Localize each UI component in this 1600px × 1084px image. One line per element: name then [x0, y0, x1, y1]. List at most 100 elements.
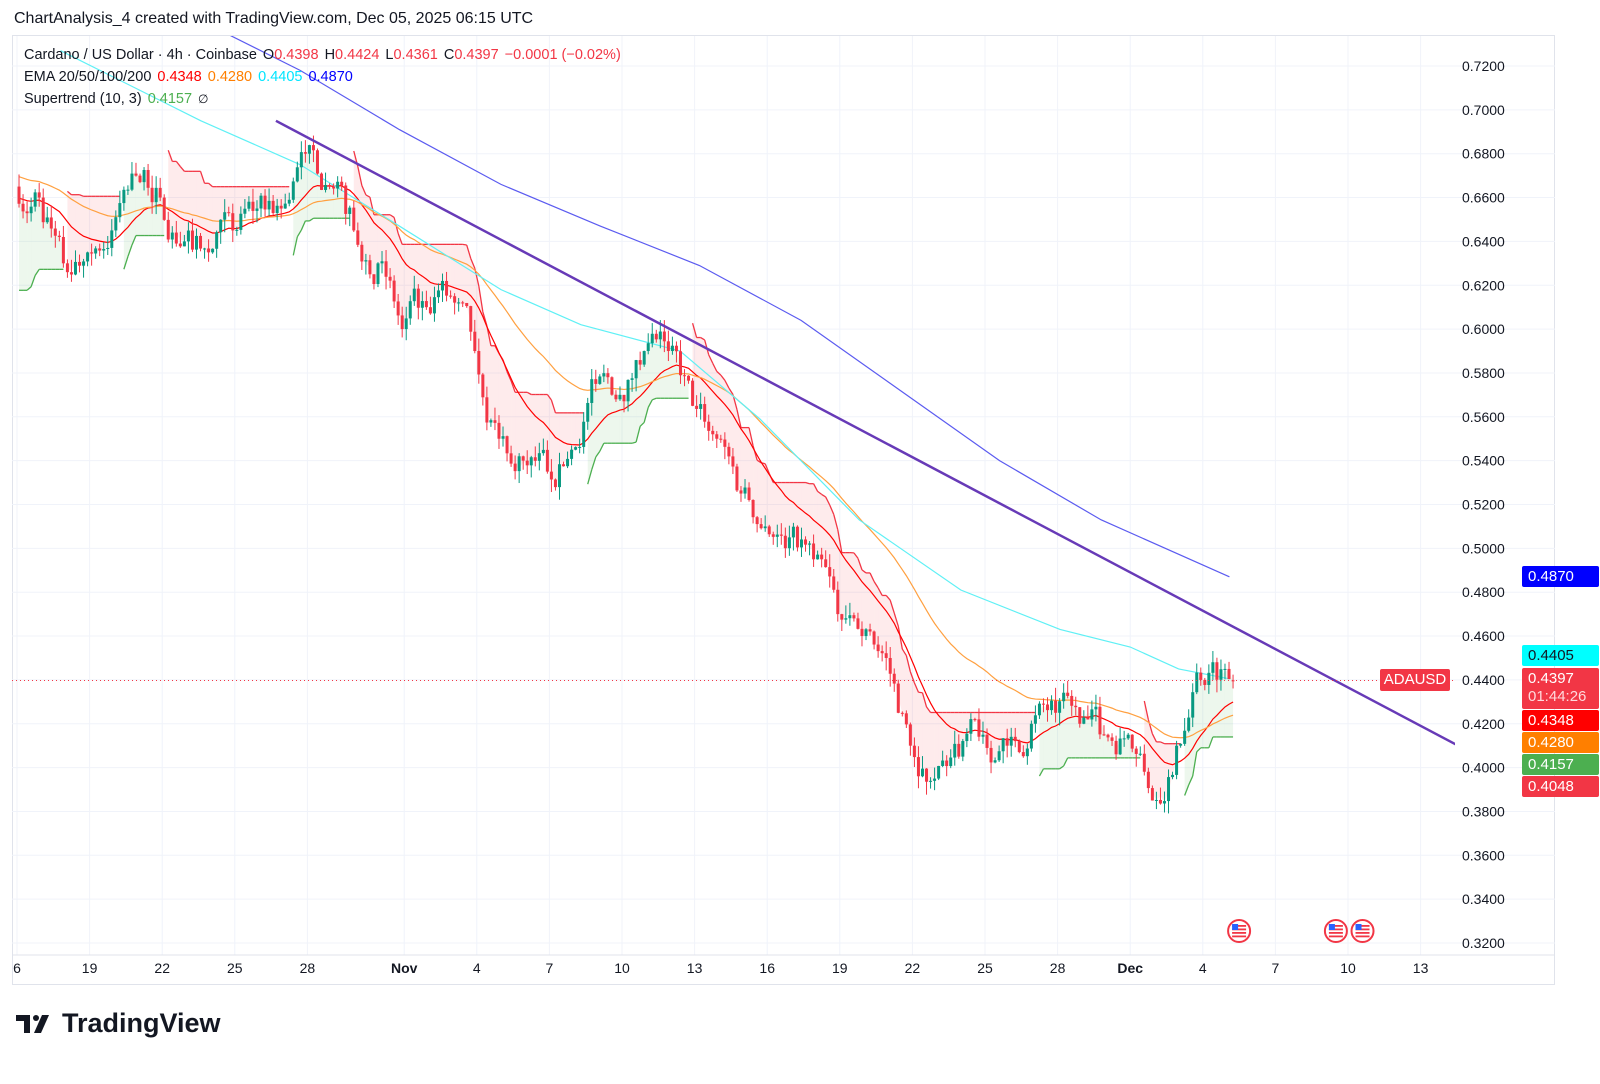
supertrend-fill: [632, 375, 637, 444]
candle: [1046, 697, 1050, 722]
candle: [545, 440, 549, 474]
candle-body: [158, 187, 162, 198]
candle: [380, 251, 384, 274]
price-tick-label: 0.5600: [1462, 409, 1505, 425]
supertrend-fill: [918, 692, 923, 768]
candle: [396, 293, 400, 325]
supertrend-fill: [208, 183, 213, 252]
supertrend-segment: [292, 236, 298, 256]
bar-countdown: 01:44:26: [1528, 688, 1587, 705]
candle-body: [190, 230, 194, 250]
candle: [235, 226, 239, 236]
legend-supertrend-row[interactable]: Supertrend (10, 3) 0.4157 ∅: [24, 91, 215, 107]
candle: [110, 219, 114, 257]
supertrend-segment: [26, 286, 32, 291]
candle: [489, 418, 493, 427]
supertrend-fill: [414, 244, 419, 302]
supertrend-fill: [728, 388, 733, 462]
candle-body: [779, 534, 783, 536]
candle: [678, 340, 682, 384]
candle-body: [578, 446, 582, 448]
candle-body: [199, 235, 203, 249]
supertrend-segment: [131, 235, 137, 246]
supertrend-segment: [728, 387, 734, 395]
supertrend-fill: [160, 189, 165, 236]
candle: [94, 246, 98, 259]
change-value: −0.0001 (−0.02%): [504, 47, 621, 63]
supertrend-fill: [527, 392, 532, 467]
candle-body: [678, 351, 682, 376]
candle: [791, 522, 795, 551]
candle-body: [243, 208, 247, 214]
candle-body: [174, 232, 178, 244]
supertrend-fill: [934, 712, 939, 779]
candle-body: [384, 261, 388, 277]
supertrend-fill: [382, 214, 387, 270]
candle-body: [1070, 695, 1074, 706]
candle-body: [78, 261, 82, 266]
supertrend-fill: [75, 194, 80, 264]
candle: [840, 613, 844, 631]
candle-body: [908, 724, 912, 746]
supertrend-segment: [1038, 768, 1045, 777]
candle-body: [469, 306, 473, 332]
candle: [1195, 663, 1199, 695]
symbol-name[interactable]: Cardano / US Dollar · 4h · Coinbase: [24, 47, 257, 63]
candle: [178, 231, 182, 248]
candle-body: [695, 405, 699, 409]
candle-body: [553, 479, 557, 488]
candle: [537, 442, 541, 471]
candle: [908, 722, 912, 756]
candle-body: [582, 421, 586, 447]
candle: [1126, 732, 1130, 740]
supertrend-fill: [180, 166, 185, 241]
candle-body: [993, 760, 997, 763]
tradingview-logo[interactable]: TradingView: [16, 1008, 221, 1039]
supertrend-fill: [821, 494, 826, 560]
candle-body: [1215, 662, 1219, 680]
supertrend-fill: [83, 196, 88, 269]
candle-body: [751, 499, 755, 518]
candle-body: [1041, 703, 1045, 705]
candle: [1223, 663, 1227, 680]
candle: [320, 172, 324, 191]
price-tick-label: 0.6800: [1462, 146, 1505, 162]
supertrend-fill: [462, 244, 467, 306]
candle-body: [461, 302, 465, 304]
candle-body: [106, 247, 110, 249]
candle-body: [912, 745, 916, 758]
candle: [53, 220, 57, 248]
candle: [207, 239, 211, 262]
candle-body: [182, 241, 186, 247]
supertrend-segment: [1208, 736, 1214, 749]
candle: [1175, 740, 1179, 780]
candle: [864, 628, 868, 641]
candle-body: [1167, 777, 1171, 802]
candle: [404, 306, 408, 341]
supertrend-fill: [95, 196, 100, 253]
candle-body: [525, 460, 529, 466]
supertrend-fill: [882, 595, 887, 656]
candle: [832, 568, 836, 593]
candle: [501, 426, 505, 447]
trend-line: [275, 119, 1455, 746]
candle: [1146, 767, 1150, 794]
candle-body: [1029, 723, 1033, 749]
candle: [1078, 707, 1082, 728]
legend-ema-row[interactable]: EMA 20/50/100/200 0.4348 0.4280 0.4405 0.487…: [24, 69, 359, 85]
candle-body: [231, 213, 235, 231]
time-tick-label: 10: [614, 960, 630, 976]
supertrend-fill: [192, 171, 197, 244]
supertrend-fill: [365, 194, 370, 267]
candle: [981, 721, 985, 744]
candle: [134, 162, 138, 177]
supertrend-segment: [691, 323, 698, 338]
candle: [904, 710, 908, 728]
supertrend-segment: [397, 233, 403, 245]
candle-body: [832, 576, 836, 590]
supertrend-fill: [1204, 679, 1209, 748]
ema100-price-tag: 0.4405: [1522, 645, 1599, 666]
candle: [465, 302, 469, 308]
candle-body: [513, 463, 517, 472]
